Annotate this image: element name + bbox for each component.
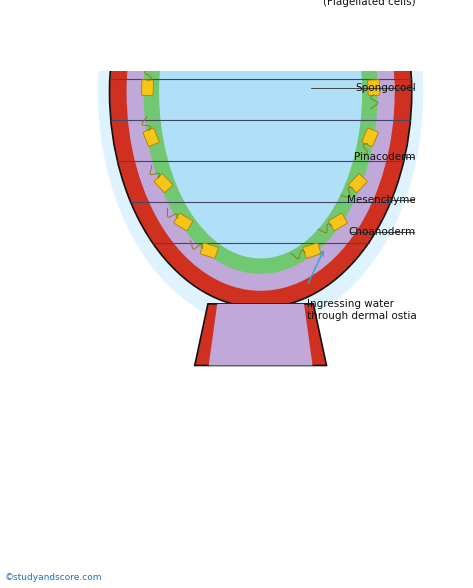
FancyBboxPatch shape bbox=[154, 174, 173, 192]
FancyBboxPatch shape bbox=[328, 213, 347, 230]
Text: Choanocytes
(Flagellated cells): Choanocytes (Flagellated cells) bbox=[323, 0, 416, 7]
Ellipse shape bbox=[159, 0, 362, 259]
Ellipse shape bbox=[144, 0, 377, 274]
Text: Pinacoderm: Pinacoderm bbox=[354, 152, 416, 162]
FancyBboxPatch shape bbox=[144, 29, 161, 48]
Text: Ingressing water
through dermal ostia: Ingressing water through dermal ostia bbox=[307, 299, 417, 321]
FancyBboxPatch shape bbox=[345, 0, 364, 3]
FancyBboxPatch shape bbox=[303, 243, 321, 258]
FancyBboxPatch shape bbox=[349, 174, 367, 192]
Text: Choanoderm: Choanoderm bbox=[349, 227, 416, 238]
Polygon shape bbox=[209, 304, 313, 366]
FancyBboxPatch shape bbox=[174, 213, 193, 230]
FancyBboxPatch shape bbox=[141, 80, 154, 96]
Text: ©studyandscore.com: ©studyandscore.com bbox=[5, 573, 102, 582]
FancyBboxPatch shape bbox=[200, 243, 219, 258]
FancyBboxPatch shape bbox=[143, 128, 159, 146]
FancyBboxPatch shape bbox=[157, 0, 176, 3]
FancyBboxPatch shape bbox=[362, 128, 378, 146]
FancyBboxPatch shape bbox=[360, 29, 377, 48]
FancyBboxPatch shape bbox=[368, 80, 380, 96]
Polygon shape bbox=[195, 304, 326, 366]
Ellipse shape bbox=[110, 0, 412, 308]
Ellipse shape bbox=[127, 0, 394, 291]
Ellipse shape bbox=[98, 0, 423, 327]
Text: Spongocoel: Spongocoel bbox=[355, 83, 416, 93]
Text: Mesenchyme: Mesenchyme bbox=[347, 195, 416, 205]
